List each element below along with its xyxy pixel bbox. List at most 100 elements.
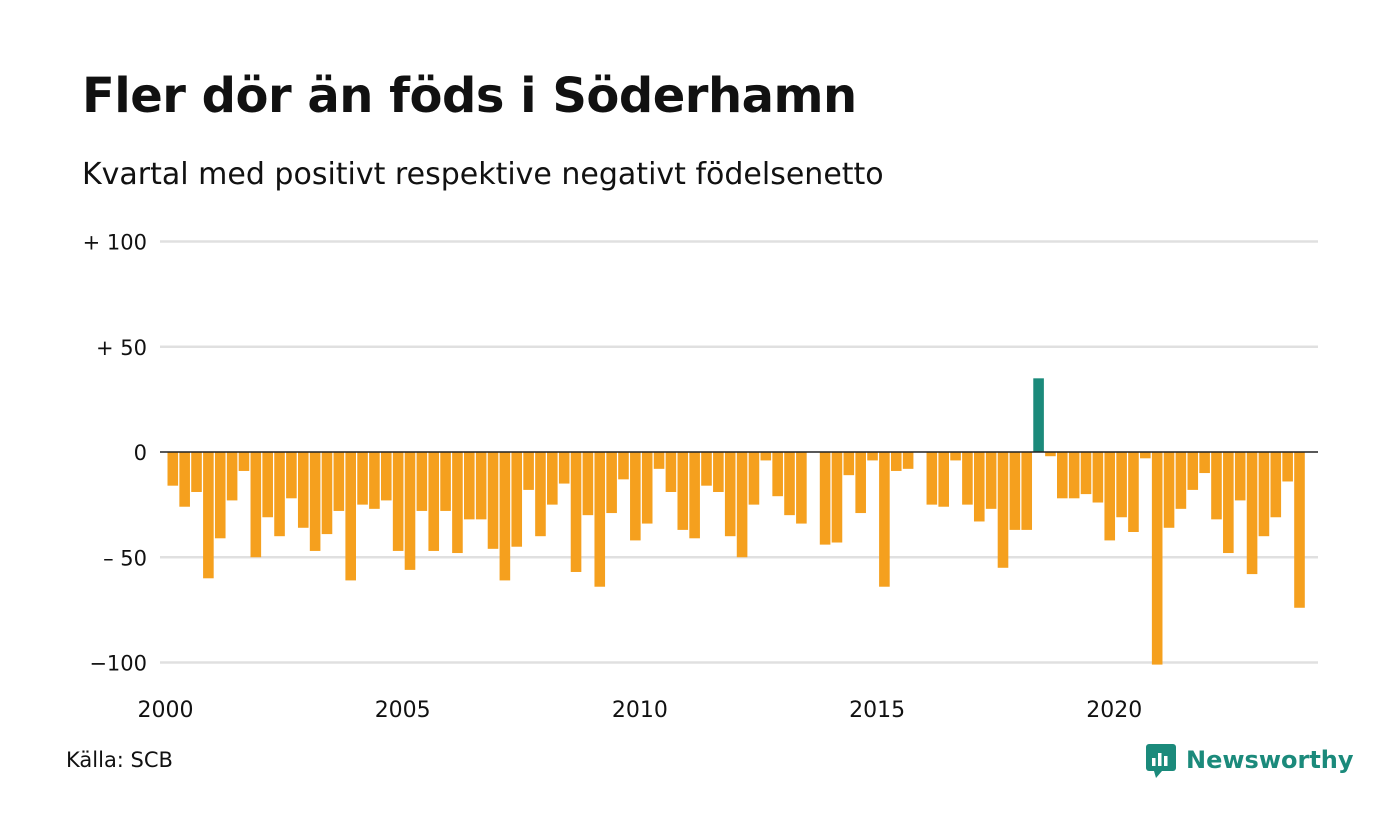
bar xyxy=(630,452,641,541)
bar xyxy=(179,452,190,507)
bar xyxy=(985,452,997,509)
bar xyxy=(1057,452,1068,499)
bar xyxy=(167,452,179,486)
bar xyxy=(1116,452,1127,518)
bar xyxy=(1068,452,1080,499)
bar xyxy=(1092,452,1104,503)
bar xyxy=(606,452,617,514)
bar xyxy=(950,452,961,461)
bar xyxy=(653,452,665,469)
bar xyxy=(309,452,321,551)
bar xyxy=(831,452,843,543)
bar xyxy=(440,452,451,511)
bar xyxy=(713,452,724,492)
bar xyxy=(416,452,428,511)
bar xyxy=(582,452,594,516)
bar xyxy=(392,452,404,551)
bar xyxy=(1163,452,1175,528)
y-tick-label: −100 xyxy=(89,652,147,676)
bar xyxy=(843,452,855,476)
y-axis-labels: + 100 + 50 0 – 50 −100 xyxy=(83,231,147,676)
bar xyxy=(499,452,511,581)
bar xyxy=(226,452,238,501)
x-tick-label: 2020 xyxy=(1086,698,1142,723)
bar xyxy=(262,452,273,518)
bar xyxy=(203,452,214,579)
bar xyxy=(1211,452,1222,520)
bar-chart: + 100 + 50 0 – 50 −100 2000 2005 2010 2015 2020 xyxy=(83,231,1318,723)
bar xyxy=(1128,452,1139,532)
bar xyxy=(724,452,736,537)
x-tick-label: 2010 xyxy=(612,698,668,723)
y-tick-label: 0 xyxy=(134,441,147,465)
bar xyxy=(1294,452,1305,608)
bar xyxy=(369,452,380,509)
bar xyxy=(1258,452,1270,537)
bar xyxy=(1104,452,1116,541)
bar xyxy=(618,452,629,480)
bar xyxy=(464,452,475,520)
x-tick-label: 2005 xyxy=(375,698,431,723)
brand-name: Newsworthy xyxy=(1186,746,1354,774)
bar xyxy=(1140,452,1151,459)
bar xyxy=(772,452,783,497)
newsworthy-logo[interactable]: Newsworthy xyxy=(1146,742,1354,778)
bar xyxy=(973,452,985,522)
bar xyxy=(511,452,523,547)
bar xyxy=(238,452,250,471)
bar xyxy=(784,452,795,516)
bar xyxy=(796,452,807,524)
bar xyxy=(558,452,570,484)
bar xyxy=(404,452,416,570)
bar xyxy=(701,452,712,486)
bar xyxy=(997,452,1009,568)
bar xyxy=(345,452,356,581)
bar xyxy=(890,452,902,471)
source-note: Källa: SCB xyxy=(66,748,173,772)
x-tick-label: 2000 xyxy=(138,698,194,723)
bar xyxy=(1223,452,1234,554)
x-axis-labels: 2000 2005 2010 2015 2020 xyxy=(138,698,1143,723)
bar xyxy=(547,452,558,505)
bar xyxy=(819,452,831,545)
bar xyxy=(321,452,333,535)
bar xyxy=(641,452,653,524)
bar xyxy=(214,452,226,539)
bar xyxy=(1080,452,1092,495)
bar xyxy=(677,452,689,530)
bar xyxy=(1246,452,1258,575)
bar xyxy=(487,452,499,549)
bar xyxy=(333,452,345,511)
bar xyxy=(535,452,546,537)
bar xyxy=(380,452,392,501)
bar xyxy=(475,452,487,520)
bar xyxy=(1282,452,1293,482)
bar xyxy=(452,452,463,554)
bar xyxy=(1199,452,1210,474)
bar xyxy=(297,452,309,528)
bar xyxy=(523,452,534,490)
bar xyxy=(867,452,878,461)
bar xyxy=(748,452,760,505)
bar xyxy=(938,452,949,507)
bar xyxy=(357,452,368,505)
bar xyxy=(665,452,677,492)
bar xyxy=(191,452,202,492)
bar xyxy=(760,452,772,461)
bar xyxy=(570,452,582,572)
bar xyxy=(902,452,914,469)
bar xyxy=(1151,452,1163,665)
bar xyxy=(274,452,285,537)
bar xyxy=(1045,452,1056,457)
bar xyxy=(250,452,262,558)
y-tick-label: – 50 xyxy=(103,546,147,570)
bars xyxy=(167,378,1305,665)
x-tick-label: 2015 xyxy=(849,698,905,723)
bar xyxy=(286,452,297,499)
bar xyxy=(1033,378,1044,452)
bar xyxy=(689,452,700,539)
bar xyxy=(879,452,890,587)
y-tick-label: + 50 xyxy=(96,336,147,360)
bar xyxy=(1270,452,1282,518)
bar xyxy=(855,452,866,514)
